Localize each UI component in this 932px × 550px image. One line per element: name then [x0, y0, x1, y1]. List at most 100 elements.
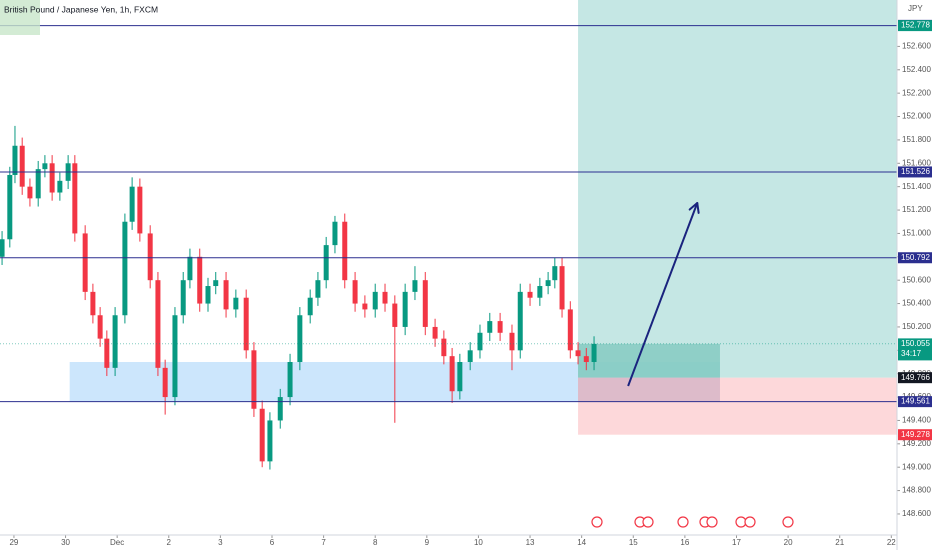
candle-body [307, 297, 313, 316]
y-tick-label: 149.400 [902, 416, 931, 425]
candle-body [342, 221, 348, 281]
price-label-box [898, 396, 932, 408]
y-tick-label: 148.800 [902, 486, 931, 495]
event-icon [744, 516, 756, 528]
candle-body [591, 343, 597, 363]
candle-body [362, 303, 368, 310]
candle-body [477, 332, 483, 351]
candle-body [42, 163, 48, 170]
candles [0, 125, 597, 470]
price-label-box [898, 338, 932, 361]
candle-body [0, 239, 5, 257]
candle-body [441, 338, 447, 357]
x-tick-label: Dec [110, 538, 124, 547]
x-tick-label: 16 [680, 538, 689, 547]
y-tick-label: 151.800 [902, 135, 931, 144]
y-tick-label: 149.000 [902, 462, 931, 471]
candle-body [243, 297, 249, 351]
candle-body [27, 186, 33, 199]
session-box [0, 0, 40, 35]
arrow-head [696, 202, 700, 214]
price-label-box [898, 372, 932, 384]
x-tick-label: 29 [9, 538, 18, 547]
x-tick-label: 20 [784, 538, 793, 547]
event-icon [677, 516, 689, 528]
y-tick-label: 148.600 [902, 509, 931, 518]
x-tick-label: 14 [577, 538, 586, 547]
candle-body [509, 332, 515, 351]
candle-body [552, 266, 558, 281]
event-icon [591, 516, 603, 528]
price-label-box [898, 166, 932, 178]
candle-body [412, 280, 418, 292]
price-label-box [898, 429, 932, 441]
candle-body [527, 291, 533, 298]
candle-body [137, 186, 143, 234]
price-label: 149.766 [901, 373, 930, 382]
candle-body [90, 291, 96, 316]
x-tick-label: 2 [167, 538, 172, 547]
price-label: 150.792 [901, 253, 930, 262]
candle-body [251, 350, 257, 409]
candle-body [49, 163, 55, 193]
candle-body [82, 233, 88, 292]
y-tick-label: 150.200 [902, 322, 931, 331]
candle-body [104, 338, 110, 368]
x-tick-label: 6 [270, 538, 275, 547]
candle-body [372, 291, 378, 310]
candle-body [112, 315, 118, 368]
zone [578, 377, 720, 402]
price-label: 151.526 [901, 167, 930, 176]
candle-body [72, 163, 78, 234]
candle-body [180, 280, 186, 316]
candle-body [155, 280, 161, 368]
x-tick-label: 3 [218, 538, 223, 547]
zone [578, 0, 897, 378]
arrow [627, 202, 699, 387]
y-tick-label: 151.200 [902, 205, 931, 214]
y-tick-label: 152.200 [902, 88, 931, 97]
candle-body [223, 280, 229, 310]
levels [0, 25, 897, 403]
event-icon [706, 516, 718, 528]
candle-body [233, 297, 239, 310]
candle-body [172, 315, 178, 398]
currency-label: JPY [908, 4, 923, 13]
price-labels: 152.780152.778151.526150.792150.05534:17… [898, 19, 932, 441]
price-label: 149.278 [901, 430, 930, 439]
price-label-box [898, 252, 932, 264]
candle-body [297, 315, 303, 363]
x-tick-label: 10 [474, 538, 483, 547]
zones [69, 0, 897, 435]
y-tick-label: 149.200 [902, 439, 931, 448]
candle-body [315, 280, 321, 298]
candle-body [392, 303, 398, 327]
candle-body [567, 309, 573, 351]
candle-body [122, 221, 128, 316]
x-tick-label: 15 [629, 538, 638, 547]
y-tick-label: 151.400 [902, 182, 931, 191]
candle-body [559, 266, 565, 310]
candle-body [545, 280, 551, 287]
y-tick-label: 151.000 [902, 229, 931, 238]
candle-body [147, 233, 153, 281]
x-tick-label: 13 [526, 538, 535, 547]
candle-body [19, 145, 25, 187]
zone [578, 343, 720, 378]
price-label: 149.561 [901, 397, 930, 406]
event-icons [591, 516, 794, 528]
candle-body [537, 286, 543, 298]
candle-body [402, 291, 408, 327]
candle-body [583, 356, 589, 363]
candle-body [382, 291, 388, 304]
y-tick-label: 152.600 [902, 42, 931, 51]
event-icon [642, 516, 654, 528]
candle-body [323, 245, 329, 281]
candle-body [7, 174, 13, 240]
price-label: 152.778 [901, 21, 930, 30]
candle-body [449, 356, 455, 392]
candle-body [497, 321, 503, 333]
x-tick-label: 22 [887, 538, 896, 547]
